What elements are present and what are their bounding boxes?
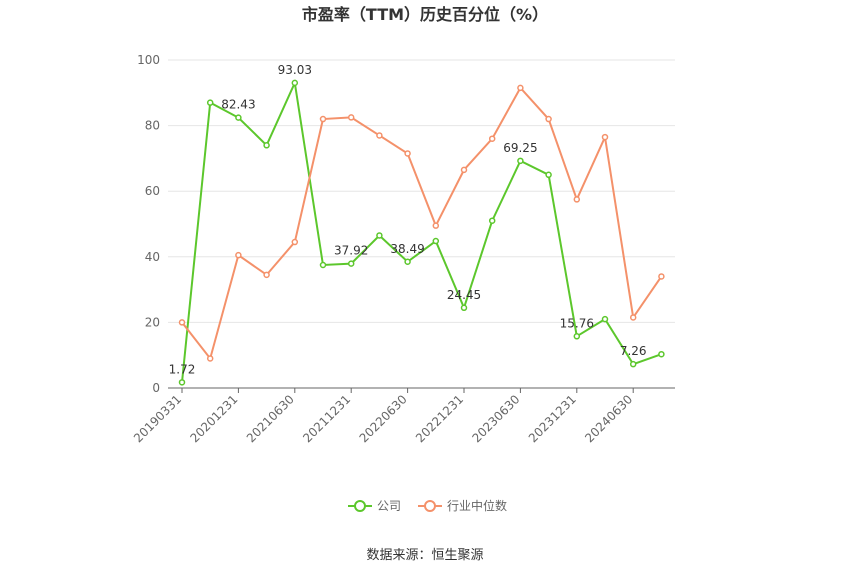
- data-label: 38.49: [390, 242, 424, 256]
- x-tick-label: 20220630: [357, 392, 410, 445]
- point: [404, 150, 411, 157]
- data-label: 15.76: [560, 316, 594, 330]
- point: [235, 114, 242, 121]
- point: [376, 232, 383, 239]
- data-label: 93.03: [278, 63, 312, 77]
- point: [291, 238, 299, 246]
- legend-label: 行业中位数: [447, 498, 507, 513]
- data-label: 37.92: [334, 244, 368, 258]
- point: [206, 99, 214, 106]
- point: [263, 142, 270, 149]
- source: 数据来源：恒生聚源: [366, 548, 483, 563]
- chart-title: 市盈率（TTM）历史百分位（%）: [302, 5, 548, 24]
- point: [460, 304, 468, 312]
- x-tick-label: 20240630: [582, 392, 635, 445]
- legend-label: 公司: [377, 499, 401, 513]
- line: [181, 79, 662, 383]
- point: [178, 319, 186, 326]
- point: [291, 79, 299, 87]
- x-tick-label: 20230630: [469, 392, 522, 445]
- point: [629, 360, 637, 368]
- y-tick-label: 60: [145, 184, 160, 198]
- point: [545, 171, 552, 179]
- point: [658, 273, 665, 280]
- point: [488, 217, 496, 224]
- point: [376, 132, 383, 139]
- point: [319, 115, 327, 123]
- point: [347, 114, 355, 121]
- point: [432, 222, 440, 229]
- point: [404, 258, 411, 266]
- point: [488, 135, 496, 142]
- data-label: 1.72: [169, 362, 196, 376]
- point: [460, 166, 468, 174]
- point: [178, 379, 186, 386]
- data-label: 24.45: [447, 288, 481, 302]
- x-tick-label: 20211231: [300, 392, 353, 445]
- x-tick-label: 20221231: [413, 392, 466, 445]
- x-tick-label: 20190331: [131, 392, 184, 445]
- point: [347, 260, 355, 267]
- data-label: 82.43: [221, 98, 255, 112]
- point: [235, 251, 242, 259]
- x-tick-label: 20210630: [244, 392, 297, 445]
- point: [517, 84, 524, 92]
- point: [517, 157, 524, 165]
- point: [601, 315, 609, 323]
- data-label: 69.25: [503, 141, 537, 155]
- point: [573, 196, 581, 203]
- legend-marker: [354, 500, 366, 512]
- point: [658, 350, 665, 358]
- x-tick-label: 20231231: [526, 392, 579, 445]
- y-tick-label: 20: [145, 315, 160, 329]
- y-tick-label: 80: [145, 119, 160, 133]
- y-tick-label: 0: [152, 381, 160, 395]
- point: [206, 355, 214, 362]
- y-tick-label: 100: [137, 53, 160, 67]
- point: [319, 261, 327, 269]
- point: [545, 115, 552, 123]
- x-tick-label: 20201231: [187, 392, 240, 445]
- point: [263, 271, 270, 279]
- point: [432, 237, 440, 245]
- point: [601, 133, 609, 141]
- point: [629, 314, 637, 321]
- y-tick-label: 40: [145, 250, 160, 264]
- data-label: 7.26: [620, 344, 647, 358]
- point: [573, 333, 581, 340]
- legend-marker: [424, 500, 436, 512]
- line: [181, 86, 663, 361]
